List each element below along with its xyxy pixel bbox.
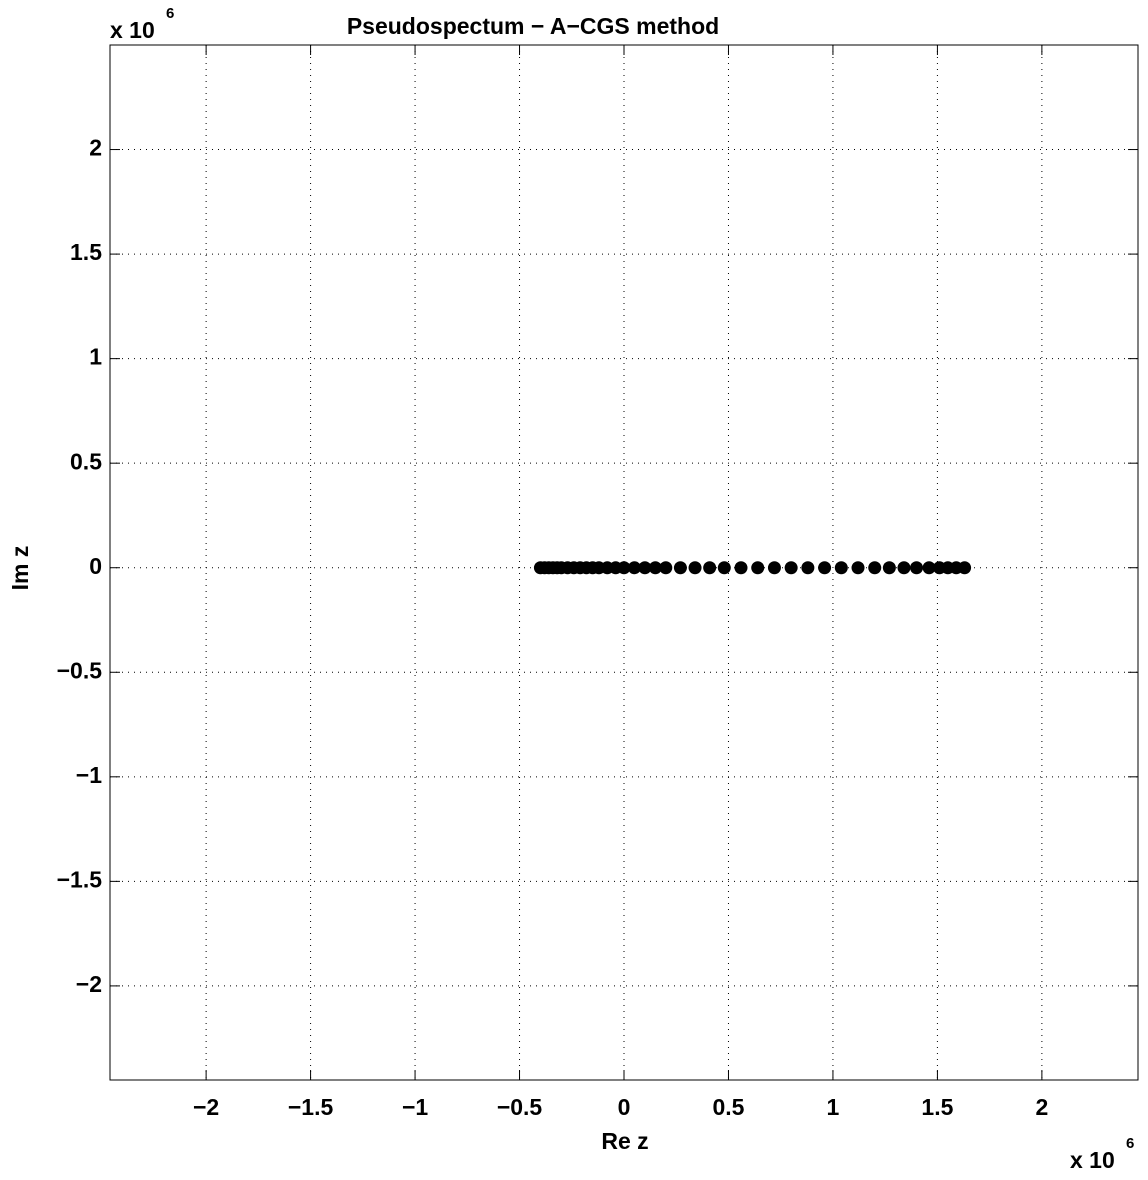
y-tick-label: 0.5 <box>70 448 102 474</box>
x-axis-label: Re z <box>601 1128 648 1154</box>
point <box>958 561 972 575</box>
y-multiplier-exponent: 6 <box>166 5 174 22</box>
point <box>767 561 781 575</box>
point <box>751 561 765 575</box>
point <box>734 561 748 575</box>
point <box>717 561 731 575</box>
point <box>627 561 641 575</box>
x-tick-label: −1.5 <box>288 1094 334 1120</box>
point <box>801 561 815 575</box>
y-tick-label: 1 <box>89 344 102 370</box>
point <box>882 561 896 575</box>
y-tick-label: 2 <box>89 135 102 161</box>
y-tick-label: 1.5 <box>70 239 102 265</box>
x-tick-label: 1 <box>827 1094 840 1120</box>
x-tick-label: −0.5 <box>497 1094 543 1120</box>
x-tick-label: 1.5 <box>921 1094 953 1120</box>
y-tick-label: −1 <box>76 762 102 788</box>
point <box>638 561 652 575</box>
x-tick-label: 0.5 <box>712 1094 744 1120</box>
chart-title: Pseudospectum − A−CGS method <box>347 13 719 39</box>
y-tick-label: −2 <box>76 971 102 997</box>
plot-frame <box>109 44 1139 1081</box>
x-multiplier: x 10 <box>1070 1147 1115 1173</box>
point <box>648 561 662 575</box>
point <box>703 561 717 575</box>
point <box>851 561 865 575</box>
y-multiplier: x 10 <box>110 17 155 43</box>
y-tick-label: −1.5 <box>57 866 103 892</box>
x-tick-label: 0 <box>618 1094 631 1120</box>
y-axis-label: Im z <box>7 546 33 591</box>
point <box>868 561 882 575</box>
point <box>784 561 798 575</box>
point <box>910 561 924 575</box>
point <box>922 561 936 575</box>
y-tick-label: −0.5 <box>57 657 103 683</box>
point <box>659 561 673 575</box>
x-tick-label: −1 <box>402 1094 428 1120</box>
point <box>818 561 832 575</box>
point <box>673 561 687 575</box>
x-tick-label: 2 <box>1035 1094 1048 1120</box>
y-tick-label: 0 <box>89 553 102 579</box>
point <box>617 561 631 575</box>
x-multiplier-exponent: 6 <box>1126 1135 1134 1152</box>
x-tick-label: −2 <box>193 1094 219 1120</box>
point <box>688 561 702 575</box>
point <box>834 561 848 575</box>
point <box>897 561 911 575</box>
